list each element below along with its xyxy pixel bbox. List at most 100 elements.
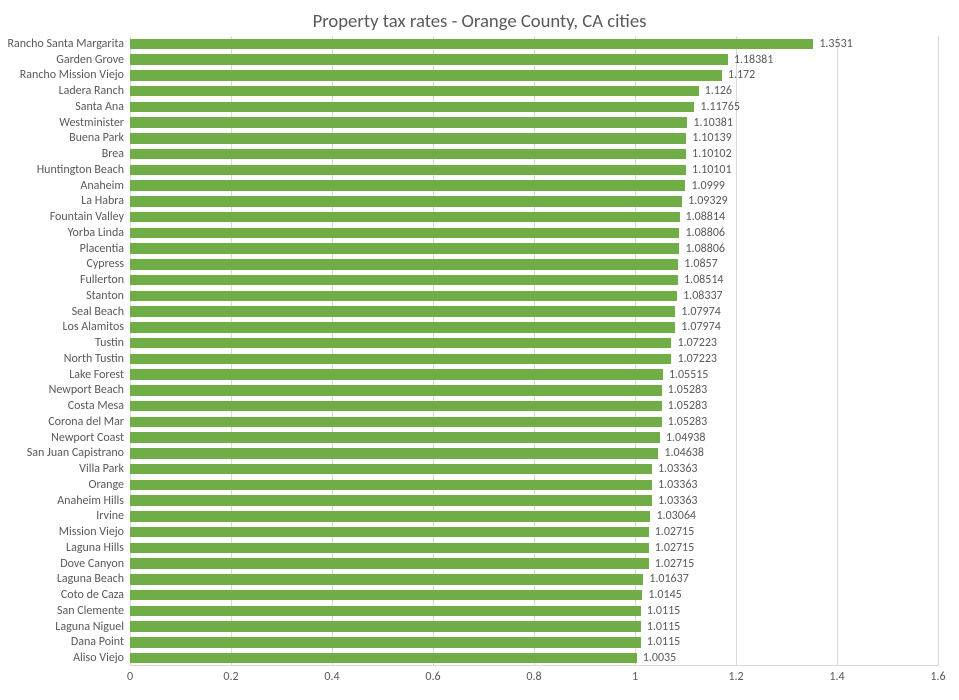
y-category-label: Yorba Linda bbox=[68, 226, 130, 240]
bar-value-label: 1.08337 bbox=[677, 289, 723, 303]
bar: 1.02715 bbox=[130, 543, 649, 554]
bar-row: Anaheim Hills1.03363 bbox=[130, 493, 938, 509]
bar-row: Yorba Linda1.08806 bbox=[130, 225, 938, 241]
bar-value-label: 1.05283 bbox=[662, 399, 708, 413]
bar: 1.08806 bbox=[130, 243, 679, 254]
bar: 1.03363 bbox=[130, 480, 652, 491]
bar: 1.10381 bbox=[130, 117, 687, 128]
y-category-label: Corona del Mar bbox=[48, 415, 130, 429]
y-category-label: Buena Park bbox=[69, 131, 130, 145]
bar-row: Anaheim1.0999 bbox=[130, 178, 938, 194]
bar-row: Rancho Mission Viejo1.172 bbox=[130, 68, 938, 84]
y-category-label: Mission Viejo bbox=[59, 525, 130, 539]
bar-value-label: 1.07223 bbox=[671, 336, 717, 350]
bar: 1.03064 bbox=[130, 511, 650, 522]
y-category-label: Placentia bbox=[80, 242, 130, 256]
bar-row: La Habra1.09329 bbox=[130, 194, 938, 210]
bar-row: Buena Park1.10139 bbox=[130, 131, 938, 147]
tax-rate-chart: Property tax rates - Orange County, CA c… bbox=[0, 0, 959, 700]
bar-row: Placentia1.08806 bbox=[130, 241, 938, 257]
bar-value-label: 1.03064 bbox=[650, 509, 696, 523]
bar-row: Los Alamitos1.07974 bbox=[130, 320, 938, 336]
x-tick-label: 0.4 bbox=[324, 666, 339, 684]
bar-row: Tustin1.07223 bbox=[130, 335, 938, 351]
bar: 1.10101 bbox=[130, 165, 686, 176]
bar: 1.3531 bbox=[130, 39, 813, 50]
bar-value-label: 1.126 bbox=[699, 84, 732, 98]
y-category-label: Irvine bbox=[96, 509, 130, 523]
plot-area: 00.20.40.60.811.21.41.6Rancho Santa Marg… bbox=[130, 36, 938, 666]
y-category-label: Huntington Beach bbox=[37, 163, 130, 177]
bar: 1.11765 bbox=[130, 102, 694, 113]
bar-value-label: 1.08514 bbox=[678, 273, 724, 287]
y-category-label: Ladera Ranch bbox=[59, 84, 130, 98]
y-category-label: Coto de Caza bbox=[61, 588, 130, 602]
bar-value-label: 1.0115 bbox=[641, 635, 680, 649]
y-category-label: Aliso Viejo bbox=[73, 651, 130, 665]
y-category-label: Dove Canyon bbox=[60, 557, 130, 571]
bar-row: Dana Point1.0115 bbox=[130, 635, 938, 651]
x-tick-label: 0.2 bbox=[223, 666, 238, 684]
y-category-label: Laguna Beach bbox=[57, 572, 130, 586]
y-category-label: Costa Mesa bbox=[68, 399, 130, 413]
bar: 1.05283 bbox=[130, 385, 662, 396]
bar-value-label: 1.0145 bbox=[642, 588, 681, 602]
bar: 1.08814 bbox=[130, 212, 680, 223]
x-tick-label: 1 bbox=[632, 666, 638, 684]
bar-row: Santa Ana1.11765 bbox=[130, 99, 938, 115]
bar-row: Ladera Ranch1.126 bbox=[130, 83, 938, 99]
y-category-label: San Clemente bbox=[57, 604, 130, 618]
bar: 1.0145 bbox=[130, 590, 642, 601]
bar: 1.08337 bbox=[130, 291, 677, 302]
bar-value-label: 1.03363 bbox=[652, 478, 698, 492]
bar-row: Fullerton1.08514 bbox=[130, 272, 938, 288]
x-tick-label: 0.6 bbox=[425, 666, 440, 684]
bar-row: Laguna Niguel1.0115 bbox=[130, 619, 938, 635]
chart-title: Property tax rates - Orange County, CA c… bbox=[0, 10, 959, 33]
bar-row: Orange1.03363 bbox=[130, 477, 938, 493]
y-category-label: Cypress bbox=[86, 257, 130, 271]
bar-row: Corona del Mar1.05283 bbox=[130, 414, 938, 430]
y-category-label: Fountain Valley bbox=[50, 210, 130, 224]
bar-value-label: 1.05515 bbox=[663, 368, 709, 382]
bar-row: North Tustin1.07223 bbox=[130, 351, 938, 367]
bar: 1.0857 bbox=[130, 259, 678, 270]
bar-value-label: 1.02715 bbox=[649, 525, 695, 539]
bar-row: San Clemente1.0115 bbox=[130, 603, 938, 619]
y-category-label: Laguna Niguel bbox=[55, 620, 130, 634]
bar-value-label: 1.07974 bbox=[675, 320, 721, 334]
bar-row: Irvine1.03064 bbox=[130, 509, 938, 525]
bar-value-label: 1.11765 bbox=[694, 100, 740, 114]
y-category-label: Laguna Hills bbox=[66, 541, 130, 555]
y-category-label: Villa Park bbox=[79, 462, 130, 476]
bar: 1.0115 bbox=[130, 637, 641, 648]
bar-value-label: 1.05283 bbox=[662, 383, 708, 397]
y-category-label: Fullerton bbox=[80, 273, 130, 287]
y-category-label: Newport Beach bbox=[49, 383, 130, 397]
bar-row: Westminister1.10381 bbox=[130, 115, 938, 131]
bar: 1.0999 bbox=[130, 180, 685, 191]
x-tick-label: 0 bbox=[127, 666, 133, 684]
bar-value-label: 1.07974 bbox=[675, 305, 721, 319]
bar-row: Garden Grove1.18381 bbox=[130, 52, 938, 68]
x-tick-label: 1.6 bbox=[930, 666, 945, 684]
bar-value-label: 1.02715 bbox=[649, 541, 695, 555]
y-category-label: Newport Coast bbox=[51, 431, 130, 445]
bar: 1.07223 bbox=[130, 354, 671, 365]
bar-value-label: 1.10102 bbox=[686, 147, 732, 161]
bar-value-label: 1.3531 bbox=[813, 37, 852, 51]
bar: 1.02715 bbox=[130, 558, 649, 569]
y-category-label: Rancho Santa Margarita bbox=[7, 37, 130, 51]
bar-value-label: 1.10139 bbox=[686, 131, 732, 145]
bar: 1.03363 bbox=[130, 464, 652, 475]
bar-row: Fountain Valley1.08814 bbox=[130, 209, 938, 225]
bar: 1.07223 bbox=[130, 338, 671, 349]
y-category-label: Brea bbox=[102, 147, 130, 161]
bar-row: Mission Viejo1.02715 bbox=[130, 524, 938, 540]
bar-value-label: 1.04938 bbox=[660, 431, 706, 445]
bar: 1.10139 bbox=[130, 133, 686, 144]
y-category-label: North Tustin bbox=[64, 352, 130, 366]
bar-value-label: 1.03363 bbox=[652, 494, 698, 508]
bar-value-label: 1.02715 bbox=[649, 557, 695, 571]
bar: 1.0035 bbox=[130, 653, 637, 664]
